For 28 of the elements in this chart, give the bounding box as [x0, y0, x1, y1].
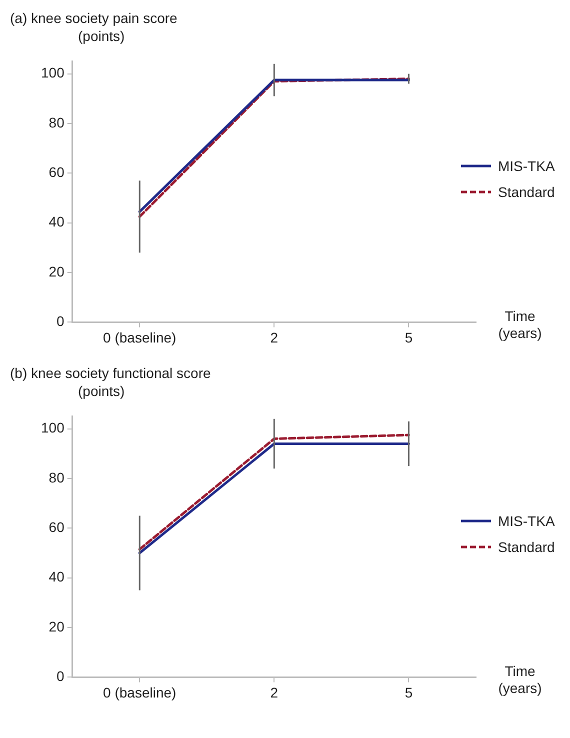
legend-label: MIS-TKA	[498, 158, 555, 174]
y-tick-label: 0	[56, 668, 65, 684]
y-tick-label: 60	[48, 519, 65, 536]
y-tick-label: 60	[48, 164, 65, 180]
y-tick-label: 20	[48, 263, 65, 280]
x-tick-label: 0 (baseline)	[103, 329, 176, 346]
legend-label: MIS-TKA	[498, 513, 555, 529]
y-tick-label: 80	[48, 114, 65, 130]
y-tick-label: 40	[48, 568, 65, 585]
y-tick-label: 100	[41, 64, 65, 81]
chart-title: (b) knee society functional score	[10, 365, 211, 381]
x-axis-title: Time (years)	[497, 308, 543, 342]
y-tick-label: 20	[48, 618, 65, 634]
y-axis-title: (points)	[78, 28, 125, 44]
x-tick-label: 0 (baseline)	[103, 684, 176, 700]
x-tick-label: 2	[270, 684, 278, 700]
y-tick-label: 100	[41, 420, 65, 436]
x-tick-label: 5	[404, 329, 413, 346]
chart-title: (a) knee society pain score	[10, 10, 178, 26]
legend-label: Standard	[498, 539, 555, 555]
y-axis-title: (points)	[78, 383, 125, 399]
y-tick-label: 0	[56, 313, 65, 330]
x-tick-label: 2	[270, 329, 278, 346]
x-tick-label: 5	[404, 684, 413, 700]
x-axis-title: Time (years)	[497, 663, 543, 697]
legend-label: Standard	[498, 184, 555, 200]
y-tick-label: 40	[48, 214, 65, 230]
y-tick-label: 80	[48, 469, 65, 486]
